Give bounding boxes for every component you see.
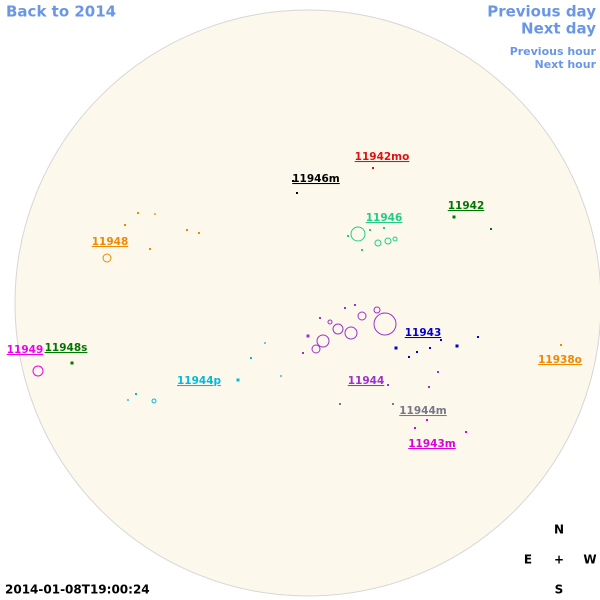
sunspot xyxy=(344,307,346,309)
sunspot xyxy=(392,236,398,242)
sunspot xyxy=(426,419,428,421)
next-hour-link[interactable]: Next hour xyxy=(535,58,597,71)
compass-east: E xyxy=(524,553,532,567)
region-label[interactable]: 11943 xyxy=(405,327,442,339)
sunspot xyxy=(302,352,304,354)
sunspot xyxy=(154,213,156,215)
sunspot xyxy=(384,237,392,245)
region-label[interactable]: 11944m xyxy=(399,405,447,417)
sunspot xyxy=(135,393,137,395)
sunspot xyxy=(32,365,44,377)
sunspot xyxy=(383,227,385,229)
compass-center: + xyxy=(554,553,564,567)
sunspot xyxy=(374,239,382,247)
region-label[interactable]: 11943m xyxy=(408,438,456,450)
sunspot xyxy=(280,375,282,377)
sunspot xyxy=(198,232,200,234)
sunspot xyxy=(392,403,394,405)
sunspot xyxy=(372,167,374,169)
sunspot xyxy=(369,229,371,231)
sunspot xyxy=(465,431,467,433)
sunspot xyxy=(339,403,341,405)
region-label[interactable]: 11949 xyxy=(7,344,44,356)
sunspot xyxy=(416,351,418,353)
sunspot xyxy=(477,336,479,338)
region-label[interactable]: 11944 xyxy=(348,375,385,387)
region-label[interactable]: 11948 xyxy=(92,236,129,248)
sunspot xyxy=(311,344,321,354)
next-day-link[interactable]: Next day xyxy=(521,20,596,38)
sunspot xyxy=(306,334,310,338)
compass-west: W xyxy=(583,553,596,567)
sunspot xyxy=(414,427,416,429)
sunspot xyxy=(452,215,456,219)
sunspot xyxy=(350,226,366,242)
sunspot xyxy=(344,326,358,340)
timestamp: 2014-01-08T19:00:24 xyxy=(5,583,150,597)
sunspot xyxy=(316,334,330,348)
region-label[interactable]: 11946m xyxy=(292,173,340,185)
sunspot xyxy=(327,319,333,325)
region-label[interactable]: 11942mo xyxy=(355,151,410,163)
sunspot xyxy=(332,323,344,335)
previous-day-link[interactable]: Previous day xyxy=(487,3,596,21)
sunspot xyxy=(250,357,252,359)
sunspot xyxy=(440,339,442,341)
sunspot xyxy=(373,306,381,314)
sunspot xyxy=(408,356,410,358)
sunspot xyxy=(151,398,157,404)
sunspot xyxy=(428,386,430,388)
sunspot xyxy=(264,342,266,344)
region-label[interactable]: 11942 xyxy=(448,200,485,212)
sunspot xyxy=(137,212,139,214)
sunspot xyxy=(437,371,439,373)
compass-south: S xyxy=(555,583,564,597)
region-label[interactable]: 11938o xyxy=(538,354,582,366)
sunspot xyxy=(149,248,151,250)
sunspot xyxy=(455,344,459,348)
region-label[interactable]: 11948s xyxy=(45,342,88,354)
sunspot xyxy=(357,311,367,321)
sunspot xyxy=(319,317,321,319)
compass-north: N xyxy=(554,523,564,537)
sunspot xyxy=(124,224,126,226)
sunspot xyxy=(490,228,492,230)
region-label[interactable]: 11946 xyxy=(366,212,403,224)
previous-hour-link[interactable]: Previous hour xyxy=(510,45,597,58)
sunspot xyxy=(102,253,112,263)
sunspot xyxy=(373,312,397,336)
solar-disk xyxy=(14,9,600,597)
sunspot xyxy=(387,384,389,386)
sunspot xyxy=(394,346,398,350)
sunspot xyxy=(296,192,298,194)
sunspot xyxy=(70,361,74,365)
sunspot xyxy=(354,304,356,306)
sunspot xyxy=(361,249,363,251)
sunspot xyxy=(127,399,129,401)
sunspot xyxy=(236,378,240,382)
sunspot xyxy=(429,347,431,349)
region-label[interactable]: 11944p xyxy=(177,375,222,387)
back-link[interactable]: Back to 2014 xyxy=(6,3,116,21)
sunspot xyxy=(347,235,349,237)
sunspot xyxy=(560,344,562,346)
sunspot xyxy=(186,229,188,231)
sunspot xyxy=(292,180,294,182)
